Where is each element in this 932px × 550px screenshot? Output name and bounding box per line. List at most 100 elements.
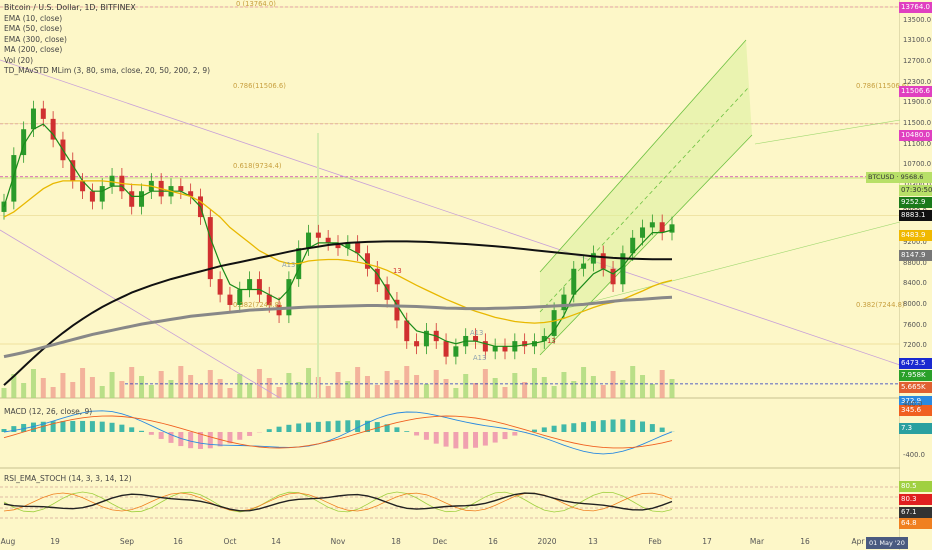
indicator-vol[interactable]: Vol (20) [4, 55, 34, 65]
macd-histogram-bar [129, 427, 135, 432]
td-label: 13 [547, 337, 556, 345]
candle-body [659, 222, 665, 233]
macd-histogram-bar [443, 432, 449, 447]
volume-bar [374, 385, 380, 398]
volume-bar [581, 367, 587, 398]
macd-histogram-bar [60, 421, 66, 432]
price-badge: 8147.9 [899, 250, 932, 261]
candle-body [630, 237, 636, 254]
price-badge: 13764.0 [899, 2, 932, 13]
macd-histogram-bar [325, 421, 331, 432]
candle-body [237, 289, 243, 305]
candle-body [207, 217, 213, 280]
time-tick-label: Oct [223, 537, 237, 546]
price-tick-label: 11100.0 [903, 139, 932, 148]
volume-bar [502, 387, 508, 398]
td-label: A13 [473, 354, 487, 362]
macd-histogram-bar [21, 423, 27, 432]
candle-body [374, 268, 380, 285]
price-badge: 67.1 [899, 507, 932, 518]
candle-body [581, 263, 587, 269]
volume-bar [561, 372, 567, 398]
macd-histogram-bar [482, 432, 488, 446]
macd-histogram-bar [247, 432, 253, 436]
macd-histogram-bar [197, 432, 203, 449]
volume-bar [30, 369, 36, 398]
volume-bar [188, 375, 194, 398]
ma200-line [3, 295, 673, 359]
indicator-td-mavstd[interactable]: TD_MAvSTD MLim (3, 80, sma, close, 20, 5… [4, 66, 211, 76]
rsi-stoch-k-line [3, 491, 673, 513]
macd-histogram-bar [531, 429, 537, 432]
time-tick-label: Sep [119, 537, 135, 546]
candle-body [473, 335, 479, 342]
candle-body [70, 160, 76, 181]
macd-histogram-bar [659, 427, 665, 432]
channel-lower-line [539, 134, 753, 356]
macd-histogram-bar [423, 432, 429, 440]
candle-body [600, 253, 606, 269]
chart-title: Bitcoin / U.S. Dollar, 1D, BITFINEX [4, 3, 136, 12]
macd-histogram-bar [188, 432, 194, 449]
volume-bar [227, 388, 233, 398]
candle-body [109, 175, 115, 187]
candle-body [502, 346, 508, 352]
macd-histogram-bar [620, 419, 626, 432]
macd-histogram-bar [512, 432, 518, 436]
candle-body [394, 299, 400, 321]
rsi-label[interactable]: RSI_EMA_STOCH (14, 3, 3, 14, 12) [4, 474, 132, 483]
candle-body [129, 191, 135, 207]
fib-618-label: 0.618(9734.4) [233, 162, 282, 170]
macd-label[interactable]: MACD (12, 26, close, 9) [4, 407, 93, 416]
macd-histogram-bar [463, 432, 469, 449]
price-tick-label: 8400.0 [903, 279, 927, 288]
price-tick-label: 8800.0 [903, 258, 927, 267]
candle-body [256, 279, 262, 295]
indicator-ema10[interactable]: EMA (10, close) [4, 13, 63, 23]
indicator-ma200[interactable]: MA (200, close) [4, 45, 63, 55]
macd-histogram-bar [453, 432, 459, 449]
candle-body [266, 294, 272, 305]
candle-body [610, 268, 616, 285]
volume-bar [266, 378, 272, 398]
macd-histogram-bar [610, 419, 616, 432]
price-tick-label: 13500.0 [903, 15, 932, 24]
macd-histogram-bar [492, 432, 498, 443]
time-tick-label: 19 [50, 537, 60, 546]
volume-bar [345, 381, 351, 398]
volume-bar [640, 375, 646, 398]
time-tick-label: 16 [173, 537, 183, 546]
indicator-ema50[interactable]: EMA (50, close) [4, 24, 63, 34]
price-badge: 11506.6 [899, 86, 932, 97]
volume-bar [492, 378, 498, 398]
macd-histogram-bar [640, 421, 646, 432]
price-badge: 80.5 [899, 481, 932, 492]
volume-bar [522, 382, 528, 398]
macd-histogram-bar [649, 424, 655, 432]
time-tick-label: 16 [800, 537, 810, 546]
price-tick-label: 7200.0 [903, 341, 927, 350]
macd-histogram-bar [433, 432, 439, 444]
candle-body [640, 227, 646, 238]
indicator-ema300[interactable]: EMA (300, close) [4, 34, 67, 44]
volume-bar [473, 383, 479, 398]
macd-histogram-bar [227, 432, 233, 444]
volume-bar [669, 379, 675, 398]
volume-bar [80, 368, 86, 398]
time-tick-label: 2020 [537, 537, 557, 546]
price-badge: 345.6 [899, 405, 932, 416]
macd-histogram-bar [502, 432, 508, 440]
candle-body [571, 268, 577, 295]
volume-bar [296, 382, 302, 398]
candle-body [217, 279, 223, 295]
price-tick-label: 8000.0 [903, 299, 927, 308]
price-badge: 8483.9 [899, 230, 932, 241]
candle-body [99, 186, 105, 202]
volume-bar [129, 367, 135, 398]
volume-bar [21, 383, 27, 398]
macd-tick-label: -400.0 [903, 451, 925, 459]
volume-bar [158, 371, 164, 398]
price-tick-label: 11500.0 [903, 119, 932, 128]
